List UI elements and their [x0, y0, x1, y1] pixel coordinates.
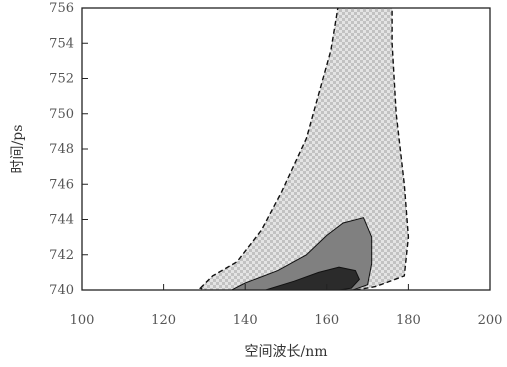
x-tick-label: 100: [70, 313, 95, 328]
y-tick-label: 748: [49, 142, 74, 157]
y-tick-label: 750: [49, 107, 74, 122]
y-tick-label: 740: [49, 283, 74, 298]
x-axis-label: 空间波长/nm: [244, 344, 327, 360]
contour-level-outer: [199, 8, 410, 290]
x-tick-label: 140: [233, 313, 258, 328]
contour-layers: [199, 8, 410, 290]
y-tick-label: 754: [49, 36, 74, 51]
x-tick-label: 200: [478, 313, 503, 328]
x-tick-label: 120: [151, 313, 176, 328]
contour-level-inner: [265, 266, 360, 290]
y-axis: 740 742 744 746 748 750 752 754 756: [49, 1, 88, 298]
x-tick-label: 180: [396, 313, 421, 328]
x-tick-label: 160: [314, 313, 339, 328]
y-tick-label: 752: [49, 72, 74, 87]
y-axis-label: 时间/ps: [10, 125, 26, 174]
y-tick-label: 746: [49, 177, 74, 192]
y-tick-label: 742: [49, 248, 74, 263]
y-tick-label: 744: [49, 213, 74, 228]
y-tick-label: 756: [49, 1, 74, 16]
x-axis: 100 120 140 160 180 200: [70, 284, 503, 328]
